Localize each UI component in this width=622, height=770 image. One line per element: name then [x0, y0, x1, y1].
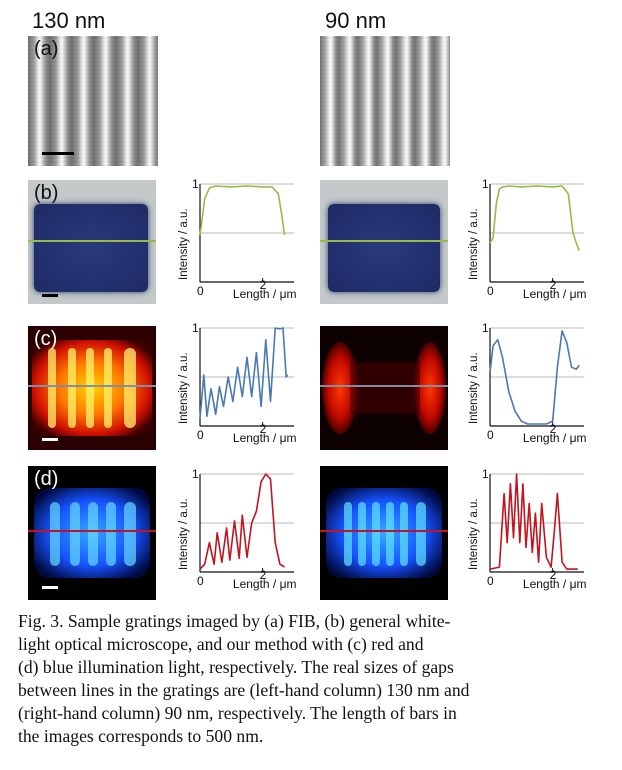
- y-tick-label: 1: [192, 177, 199, 191]
- red-intensity-map: [28, 326, 156, 450]
- profile-plot-b-right: 1 0 2 Length / μm Intensity / a.u.: [462, 177, 592, 307]
- y-axis-label: Intensity / a.u.: [178, 208, 190, 280]
- x-tick-label: 2: [550, 568, 557, 582]
- panel-label-c: (c): [34, 328, 58, 350]
- x-tick-label: 2: [550, 422, 557, 436]
- x-tick-label: 0: [197, 284, 204, 298]
- red-illumination-image-right: [320, 326, 448, 450]
- scale-bar: [42, 586, 58, 589]
- blue-intensity-map: [320, 466, 448, 600]
- x-tick-label: 0: [487, 428, 494, 442]
- intensity-curve-green: [489, 185, 581, 251]
- x-axis-label: Length / μm: [523, 577, 587, 591]
- caption-line: between lines in the gratings are (left-…: [18, 680, 470, 700]
- caption-line: (d) blue illumination light, respectivel…: [18, 657, 454, 677]
- x-axis-label: Length / μm: [523, 431, 587, 445]
- profile-line: [320, 530, 448, 532]
- scale-bar: [42, 438, 58, 441]
- x-axis-label: Length / μm: [233, 431, 297, 445]
- scale-bar: [42, 294, 58, 297]
- y-tick-label: 1: [482, 467, 489, 481]
- y-tick-label: 1: [192, 321, 199, 335]
- y-tick-label: 1: [192, 467, 199, 481]
- x-axis-label: Length / μm: [233, 287, 297, 301]
- profile-plot-d-left: 1 0 2 Length / μm Intensity / a.u.: [172, 467, 302, 597]
- intensity-curve-red: [199, 473, 286, 570]
- profile-plot-b-left: 1 0 2 Length / μm Intensity / a.u.: [172, 177, 302, 307]
- red-illumination-image-left: (c): [28, 326, 156, 450]
- x-tick-label: 2: [260, 278, 267, 292]
- x-tick-label: 2: [260, 422, 267, 436]
- red-intensity-map: [320, 326, 448, 450]
- column-header-left: 130 nm: [32, 8, 106, 33]
- y-tick-label: 1: [482, 321, 489, 335]
- grating-region: [34, 204, 148, 292]
- column-header-right: 90 nm: [325, 8, 387, 33]
- scale-bar: [42, 152, 74, 155]
- profile-line: [28, 530, 156, 532]
- y-axis-label: Intensity / a.u.: [468, 208, 480, 280]
- profile-line: [320, 240, 448, 242]
- caption-line: light optical microscope, and our method…: [18, 634, 424, 654]
- intensity-curve-red: [489, 473, 578, 570]
- caption-line: Fig. 3. Sample gratings imaged by (a) FI…: [18, 611, 451, 631]
- x-axis-label: Length / μm: [233, 577, 297, 591]
- y-axis-label: Intensity / a.u.: [468, 498, 480, 570]
- caption-line: (right-hand column) 90 nm, respectively.…: [18, 703, 457, 723]
- x-tick-label: 0: [197, 428, 204, 442]
- profile-plot-c-right: 1 0 2 Length / μm Intensity / a.u.: [462, 321, 592, 451]
- y-tick-label: 1: [482, 177, 489, 191]
- blue-illumination-image-left: (d): [28, 466, 156, 600]
- whitelight-image-left: (b): [28, 180, 156, 304]
- intensity-curve-green: [199, 185, 286, 236]
- x-axis-label: Length / μm: [523, 287, 587, 301]
- fib-image-right: [320, 36, 450, 166]
- intensity-curve-blue: [489, 330, 580, 425]
- x-tick-label: 0: [487, 284, 494, 298]
- profile-plot-c-left: 1 0 2 Length / μm Intensity / a.u.: [172, 321, 302, 451]
- x-tick-label: 0: [197, 574, 204, 588]
- x-tick-label: 0: [487, 574, 494, 588]
- blue-illumination-image-right: [320, 466, 448, 600]
- y-axis-label: Intensity / a.u.: [178, 352, 190, 424]
- panel-label-b: (b): [34, 182, 59, 204]
- intensity-curve-blue: [199, 327, 289, 419]
- figure-caption: Fig. 3. Sample gratings imaged by (a) FI…: [18, 610, 608, 748]
- y-axis-label: Intensity / a.u.: [468, 352, 480, 424]
- profile-line: [28, 240, 156, 242]
- x-tick-label: 2: [550, 278, 557, 292]
- y-axis-label: Intensity / a.u.: [178, 498, 190, 570]
- profile-line: [28, 385, 156, 387]
- panel-label-a: (a): [34, 38, 59, 60]
- caption-line: the images corresponds to 500 nm.: [18, 726, 264, 746]
- x-tick-label: 2: [260, 568, 267, 582]
- grating-region: [328, 204, 440, 292]
- profile-plot-d-right: 1 0 2 Length / μm Intensity / a.u.: [462, 467, 592, 597]
- profile-line: [320, 385, 448, 387]
- panel-label-d: (d): [34, 468, 59, 490]
- blue-intensity-map: [28, 466, 156, 600]
- fib-image-left: (a): [28, 36, 158, 166]
- whitelight-image-right: [320, 180, 448, 304]
